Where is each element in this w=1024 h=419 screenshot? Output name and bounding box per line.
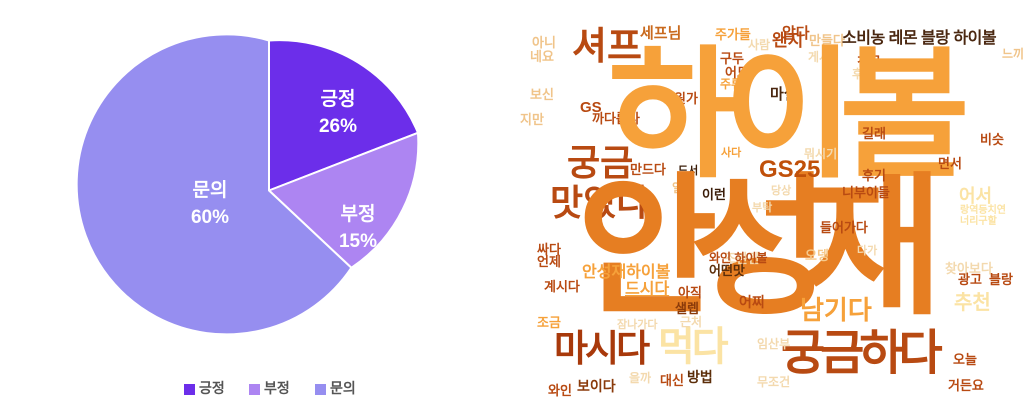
svg-text:긍정: 긍정 xyxy=(321,88,356,110)
svg-text:부정: 부정 xyxy=(341,203,376,225)
svg-text:문의: 문의 xyxy=(193,179,228,201)
svg-text:60%: 60% xyxy=(191,207,229,228)
svg-text:15%: 15% xyxy=(339,231,377,252)
svg-text:부정: 부정 xyxy=(264,380,290,396)
svg-text:26%: 26% xyxy=(319,116,357,137)
svg-text:긍정: 긍정 xyxy=(199,380,225,396)
svg-text:문의: 문의 xyxy=(330,380,356,396)
